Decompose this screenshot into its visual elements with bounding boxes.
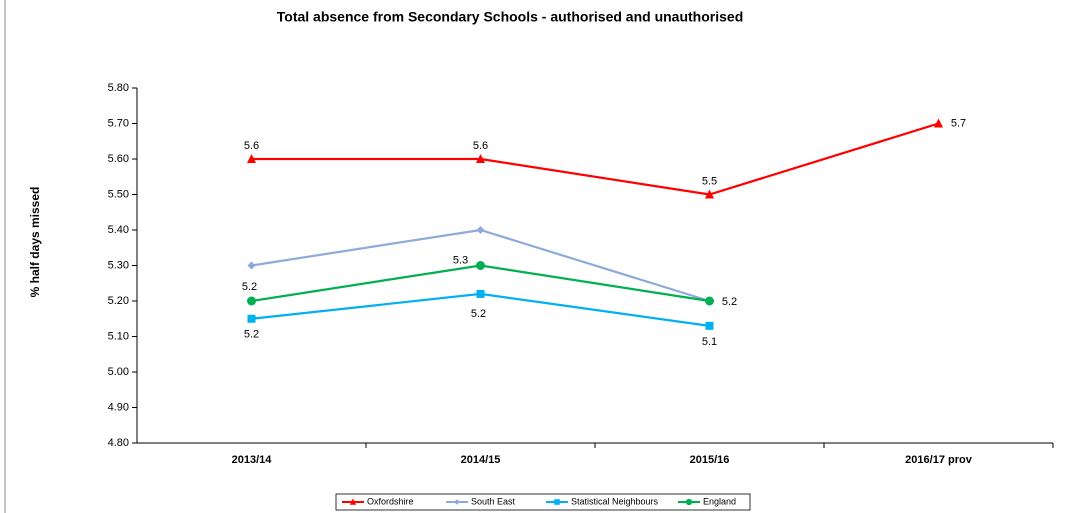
legend-label: Oxfordshire bbox=[367, 496, 414, 506]
y-tick-label: 4.90 bbox=[108, 401, 129, 413]
data-label: 5.3 bbox=[453, 254, 468, 266]
legend-label: Statistical Neighbours bbox=[571, 496, 659, 506]
data-label: 5.7 bbox=[951, 117, 966, 129]
data-point bbox=[247, 314, 256, 323]
data-point bbox=[476, 226, 485, 234]
y-tick-label: 5.50 bbox=[108, 188, 129, 200]
data-label: 5.5 bbox=[702, 175, 717, 187]
y-tick-label: 5.40 bbox=[108, 224, 129, 236]
legend-marker bbox=[554, 499, 560, 505]
data-point bbox=[247, 261, 256, 270]
legend-box bbox=[335, 493, 751, 511]
y-tick-label: 4.80 bbox=[108, 437, 129, 449]
data-point bbox=[705, 321, 714, 330]
y-tick-label: 5.00 bbox=[108, 366, 129, 378]
series-line bbox=[251, 122, 939, 196]
legend-marker bbox=[685, 498, 693, 506]
y-axis-label: % half days missed bbox=[28, 187, 42, 298]
data-point bbox=[934, 118, 943, 128]
legend-label: England bbox=[703, 496, 736, 506]
legend-marker bbox=[454, 499, 460, 505]
data-label: 5.6 bbox=[473, 140, 488, 152]
y-tick-label: 5.70 bbox=[108, 117, 129, 129]
legend-marker bbox=[349, 498, 357, 505]
data-label: 5.6 bbox=[244, 140, 259, 152]
data-label: 5.2 bbox=[722, 296, 737, 308]
data-point bbox=[705, 296, 714, 306]
data-label: 5.2 bbox=[244, 329, 259, 341]
y-tick-label: 5.20 bbox=[108, 295, 129, 307]
data-point bbox=[476, 289, 485, 298]
chart-title: Total absence from Secondary Schools - a… bbox=[277, 9, 744, 25]
legend-label: South East bbox=[471, 496, 516, 506]
x-tick-label: 2014/15 bbox=[461, 454, 501, 466]
data-point bbox=[247, 154, 256, 163]
y-tick-label: 5.80 bbox=[108, 82, 129, 94]
data-point bbox=[247, 296, 256, 306]
data-label: 5.2 bbox=[471, 308, 486, 320]
x-tick-label: 2013/14 bbox=[232, 454, 273, 466]
data-point bbox=[476, 154, 485, 163]
x-tick-label: 2015/16 bbox=[690, 454, 730, 466]
x-tick-label: 2016/17 prov bbox=[905, 454, 973, 466]
data-label: 5.2 bbox=[242, 281, 257, 293]
data-label: 5.1 bbox=[702, 336, 717, 348]
data-point bbox=[705, 189, 714, 199]
y-tick-label: 5.10 bbox=[108, 330, 129, 342]
y-tick-label: 5.30 bbox=[108, 259, 129, 271]
y-tick-label: 5.60 bbox=[108, 153, 129, 165]
data-point bbox=[476, 261, 485, 270]
